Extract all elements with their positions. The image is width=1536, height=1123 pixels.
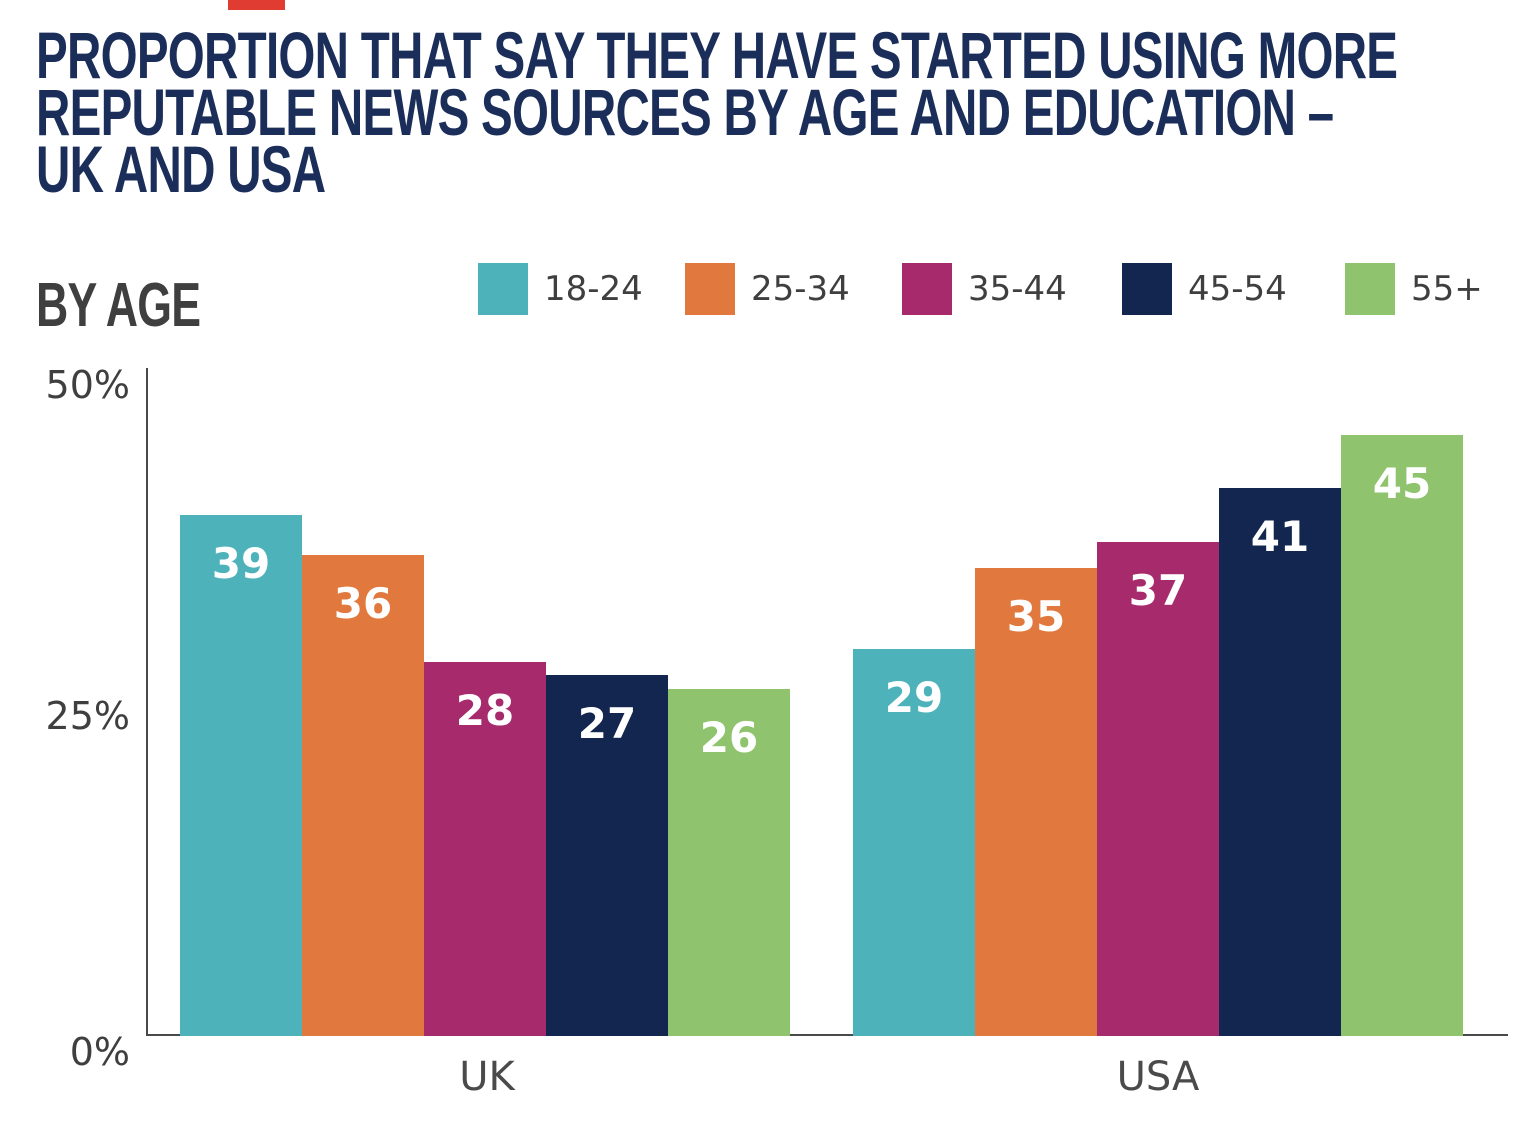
bar-value-uk-18-24: 39 <box>211 538 271 588</box>
legend-swatch-25-34 <box>685 263 735 315</box>
bar-value-uk-25-34: 36 <box>333 579 393 629</box>
bar-value-usa-55+: 45 <box>1372 458 1432 508</box>
legend-label-25-34: 25-34 <box>751 269 850 309</box>
bar-value-usa-18-24: 29 <box>884 672 944 722</box>
legend-swatch-18-24 <box>478 263 528 315</box>
bar-usa-25-34: 35 <box>975 568 1097 1036</box>
bar-value-uk-45-54: 27 <box>577 699 637 749</box>
legend-label-45-54: 45-54 <box>1188 269 1287 309</box>
bar-uk-35-44: 28 <box>424 661 546 1036</box>
bar-value-usa-25-34: 35 <box>1006 592 1066 642</box>
legend-label-35-44: 35-44 <box>968 269 1067 309</box>
bar-uk-25-34: 36 <box>302 555 424 1036</box>
legend-label-55+: 55+ <box>1411 269 1483 309</box>
x-axis-line <box>146 1034 1508 1036</box>
bar-value-uk-55+: 26 <box>699 712 759 762</box>
legend-swatch-35-44 <box>902 263 952 315</box>
bar-value-usa-35-44: 37 <box>1128 565 1188 615</box>
bar-usa-18-24: 29 <box>853 648 975 1036</box>
bar-value-usa-45-54: 41 <box>1250 512 1310 562</box>
legend-swatch-55+ <box>1345 263 1395 315</box>
y-tick-0: 0% <box>69 1030 130 1074</box>
bar-uk-55+: 26 <box>668 688 790 1036</box>
legend-label-18-24: 18-24 <box>544 269 643 309</box>
y-axis-line <box>146 368 148 1036</box>
x-label-usa: USA <box>1116 1054 1200 1100</box>
bar-value-uk-35-44: 28 <box>455 685 515 735</box>
x-label-uk: UK <box>459 1054 515 1100</box>
red-accent-bar <box>228 0 285 10</box>
y-tick-50: 50% <box>45 363 130 407</box>
chart-title-line-1: PROPORTION THAT SAY THEY HAVE STARTED US… <box>36 18 1398 92</box>
chart-title-line-2: REPUTABLE NEWS SOURCES BY AGE AND EDUCAT… <box>36 75 1334 149</box>
bar-uk-18-24: 39 <box>180 514 302 1036</box>
chart-title: PROPORTION THAT SAY THEY HAVE STARTED US… <box>36 18 1536 206</box>
bar-uk-45-54: 27 <box>546 675 668 1036</box>
section-label-by-age: BY AGE <box>36 271 201 340</box>
chart-title-line-3: UK AND USA <box>36 132 326 206</box>
y-tick-25: 25% <box>45 694 130 738</box>
legend-swatch-45-54 <box>1122 263 1172 315</box>
bar-usa-55+: 45 <box>1341 434 1463 1036</box>
bar-usa-45-54: 41 <box>1219 488 1341 1036</box>
bar-usa-35-44: 37 <box>1097 541 1219 1036</box>
